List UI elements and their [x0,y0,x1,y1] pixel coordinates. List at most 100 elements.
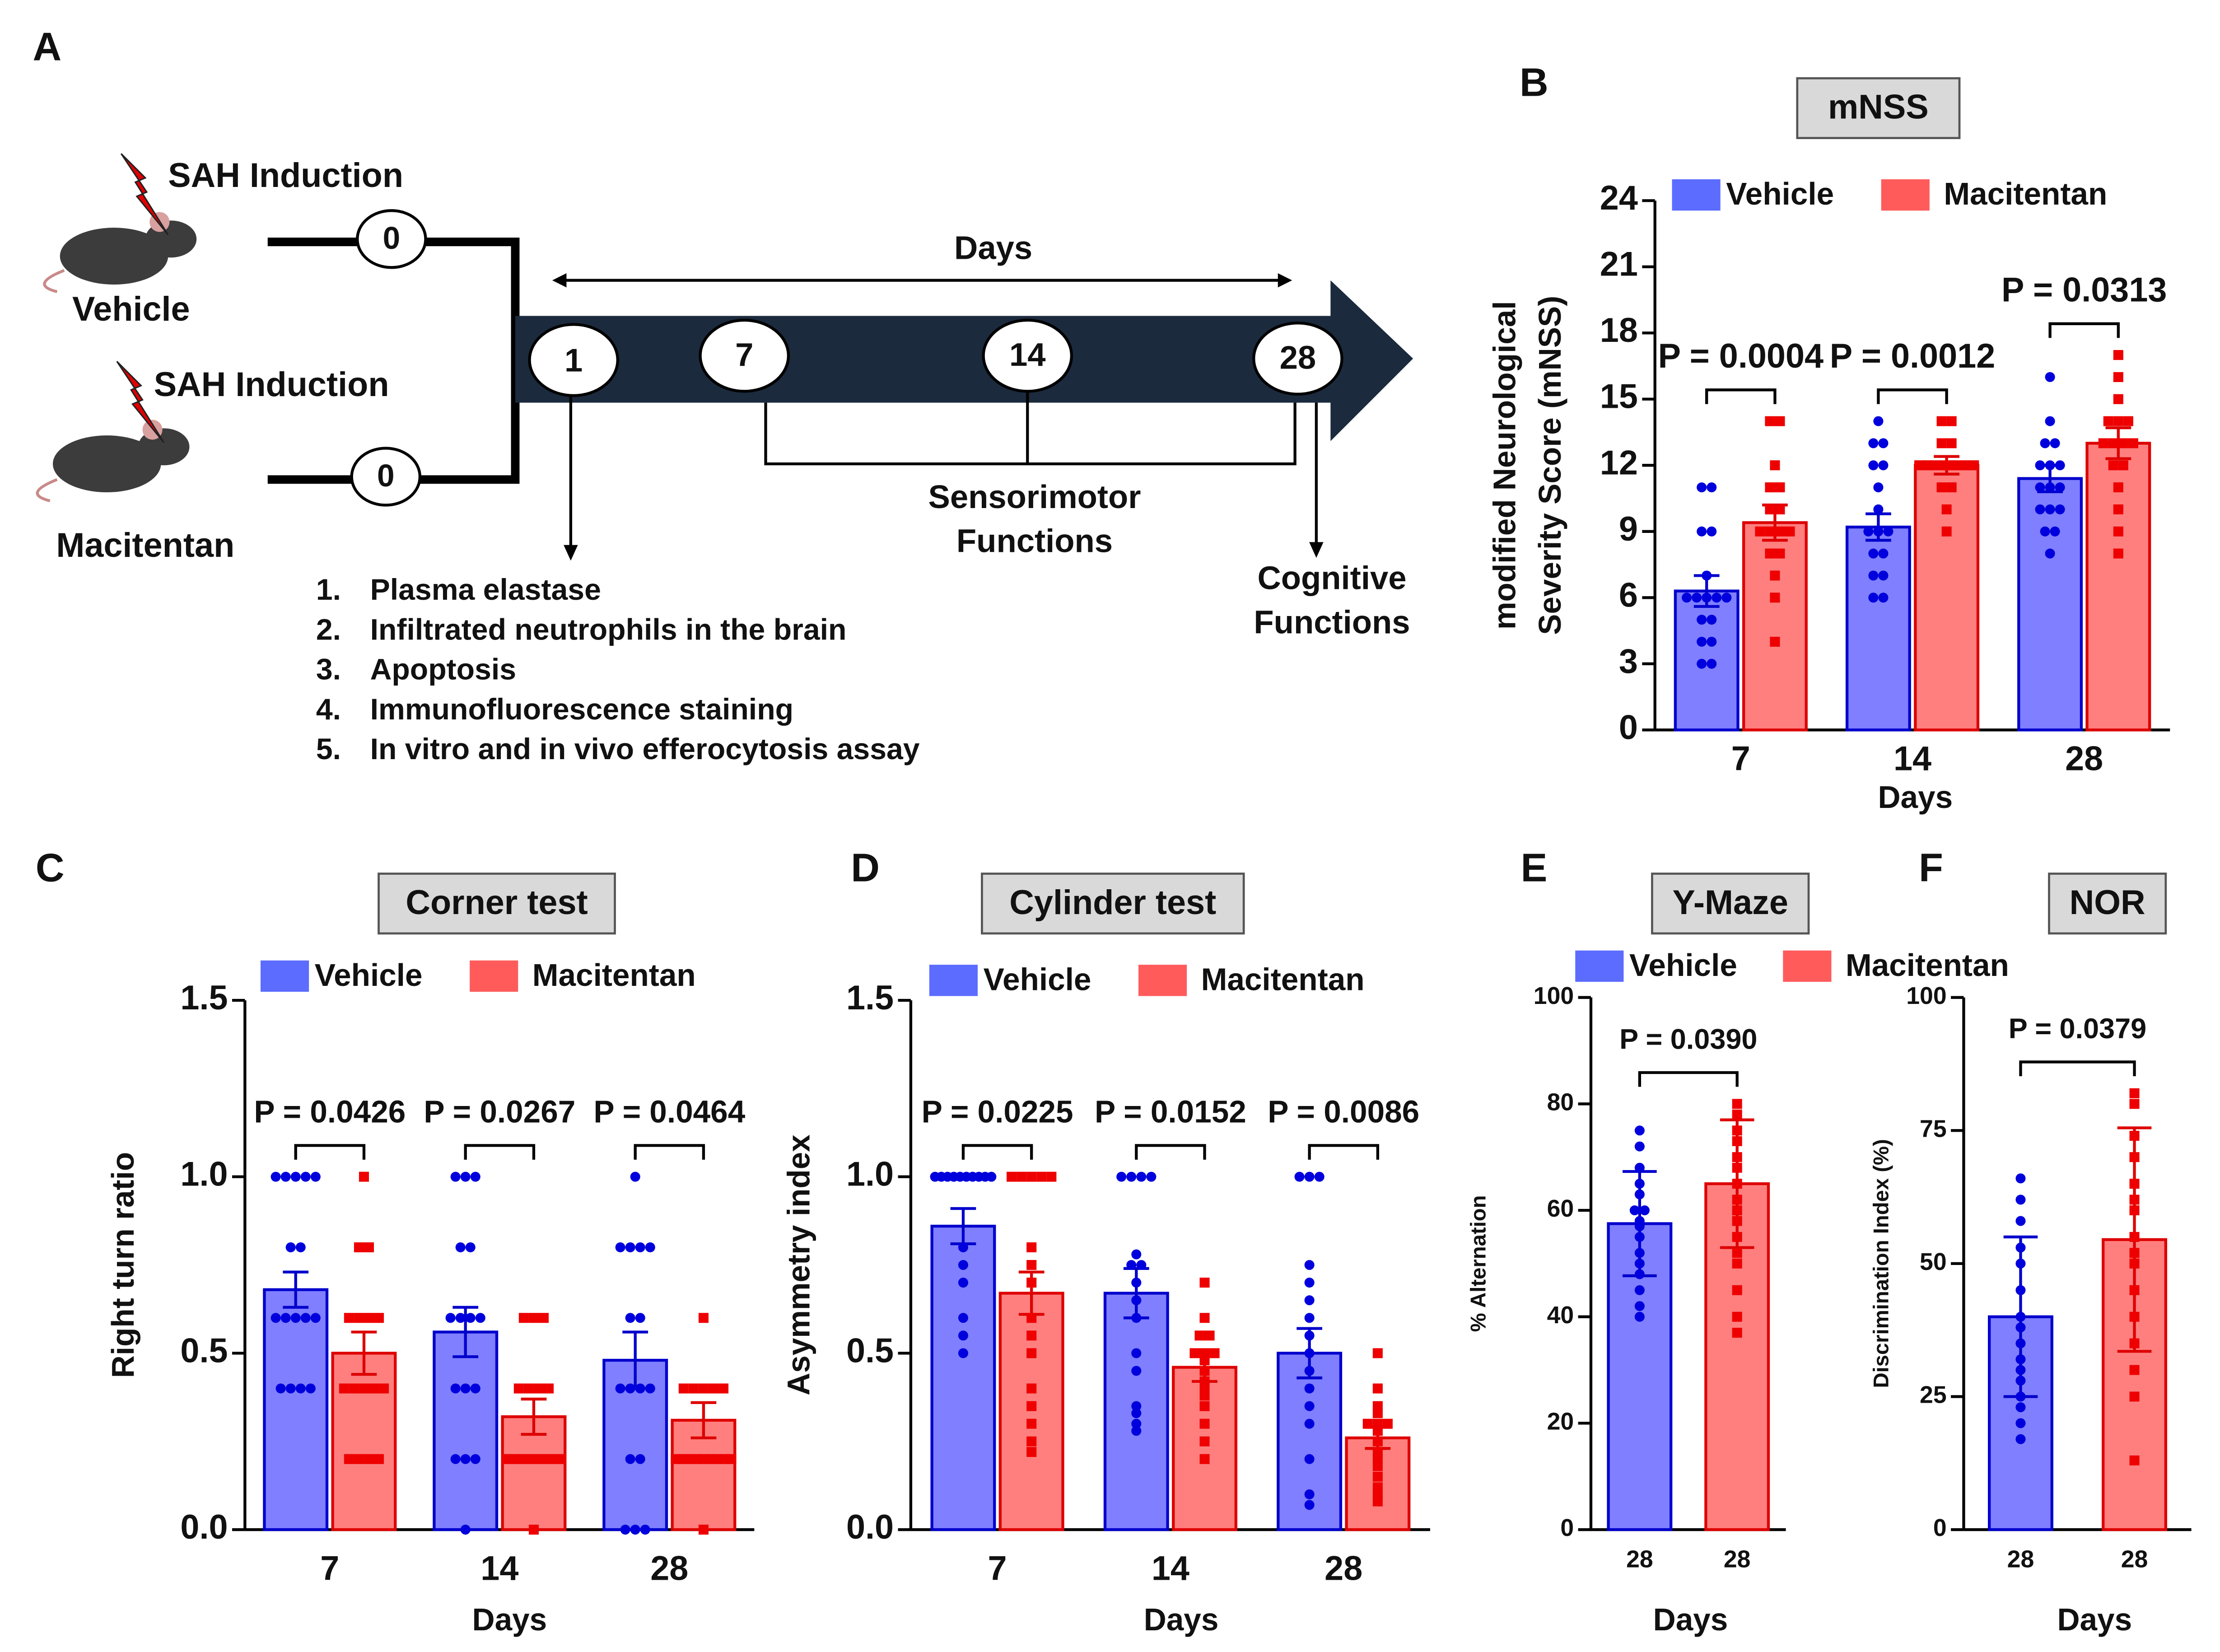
cognitive-label: Functions [1254,604,1410,640]
data-point [285,1242,296,1252]
data-point [625,1454,635,1464]
x-tick-label: 28 [2065,740,2103,778]
data-point [540,1454,550,1464]
data-point [2118,438,2128,448]
data-point [300,1171,311,1182]
data-point [1732,1258,1742,1269]
data-point [2113,372,2123,382]
y-tick-label: 21 [1600,246,1638,284]
data-point [1873,482,1884,493]
data-point [460,1525,471,1535]
mouse-icon [36,361,190,503]
start-label: 0 [383,220,401,256]
data-point [359,1171,369,1182]
data-point [295,1383,306,1394]
data-point [2129,1131,2140,1141]
start-circle [350,447,422,507]
bar [1845,525,1911,732]
days-label: Days [954,230,1032,266]
data-point [1116,1171,1127,1182]
data-point [625,1383,635,1394]
data-point [2129,1195,2140,1205]
x-tick-label: 14 [1152,1549,1189,1587]
data-point [1199,1278,1210,1288]
legend-label: Vehicle [984,961,1091,997]
x-tick-label: 7 [320,1549,339,1587]
legend-label: Macitentan [1201,961,1365,997]
data-point [1372,1436,1383,1447]
data-point [2050,438,2060,448]
data-point [2045,460,2055,471]
x-tick-label: 28 [2121,1546,2148,1573]
x-tick-label: 28 [1626,1546,1653,1573]
data-point [1634,1221,1645,1232]
legend-swatch [929,965,978,996]
y-tick-label: 100 [1534,983,1574,1009]
data-point [1697,636,1707,647]
data-point [1372,1348,1383,1358]
data-point [344,1313,354,1323]
chart-title: Corner test [406,884,588,922]
title-box [981,873,1245,935]
data-point [344,1454,354,1464]
data-point [1189,1348,1200,1358]
data-point [1732,1232,1742,1242]
data-point [1304,1330,1315,1341]
data-point [1304,1383,1315,1394]
data-point [1697,615,1707,625]
data-point [630,1525,640,1535]
data-point [1755,526,1765,537]
x-tick-label: 7 [988,1549,1007,1587]
induction-label: SAH Induction [168,157,403,195]
data-point [1199,1419,1210,1429]
assay-number: 4. [316,693,341,726]
start-circle [356,209,427,269]
y-tick-label: 15 [1600,378,1638,416]
data-point [1936,416,1947,426]
data-point [2129,1285,2140,1295]
timepoint-label: 14 [1009,336,1046,373]
data-point [698,1383,709,1394]
y-axis-label: modified Neurological [1487,301,1522,630]
data-point [2129,1232,2140,1242]
significance-bracket [2048,322,2120,338]
data-point [1914,460,1925,471]
data-point [1131,1426,1142,1436]
data-point [1775,526,1785,537]
data-point [2113,350,2123,360]
data-point [2015,1285,2026,1295]
data-point [2123,416,2133,426]
data-point [450,1171,461,1182]
data-point [368,1383,379,1394]
data-point [645,1383,655,1394]
data-point [1131,1366,1142,1376]
data-point [2045,504,2055,514]
data-point [1372,1471,1383,1482]
data-point [509,1454,519,1464]
data-point [958,1260,968,1270]
data-point [1304,1171,1315,1182]
data-point [1382,1419,1393,1429]
data-point [1634,1248,1645,1258]
data-point [625,1313,635,1323]
data-point [1732,1328,1742,1338]
data-point [1304,1419,1315,1429]
data-point [2055,504,2065,514]
data-point [1922,460,1932,471]
x-tick-label: 7 [1731,740,1750,778]
data-point [2129,1391,2140,1402]
y-tick-label: 0.0 [846,1508,894,1546]
y-tick-label: 1.5 [846,979,894,1017]
data-point [513,1383,524,1394]
data-point [1946,438,1957,448]
y-axis-label: Discrimination Index (%) [1869,1139,1893,1388]
panel-label: D [851,845,880,890]
legend-swatch [1672,179,1721,211]
data-point [1765,548,1775,559]
data-point [1697,658,1707,669]
data-point [2045,416,2055,426]
data-point [501,1454,512,1464]
data-point [1026,1260,1037,1270]
data-point [1026,1401,1037,1411]
data-point [635,1242,645,1252]
